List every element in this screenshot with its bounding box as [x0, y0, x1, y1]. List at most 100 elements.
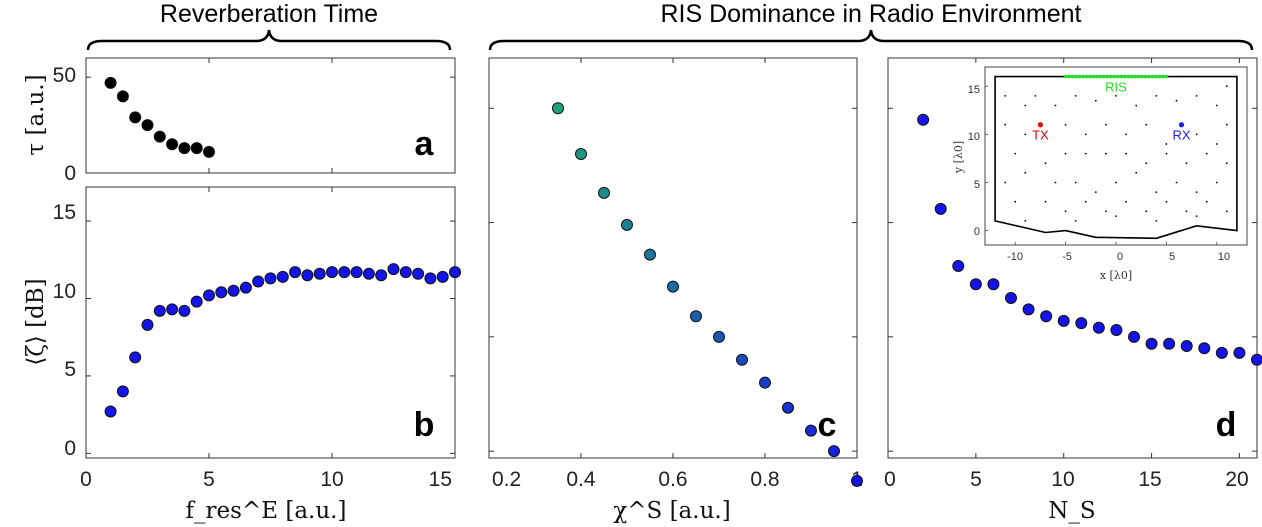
panel-d-point [1110, 324, 1123, 336]
panel-a-point [203, 145, 215, 158]
panel-c-point [552, 102, 564, 115]
panel-b-point [264, 272, 277, 285]
inset-scatterer [1024, 171, 1027, 174]
inset-ris-element [1126, 74, 1130, 79]
inset-scatterer [1064, 123, 1067, 126]
panel-c-point [713, 330, 725, 343]
inset-scatterer [1135, 171, 1138, 174]
panel-c-point [644, 248, 656, 261]
inset-scatterer [1094, 191, 1097, 194]
panel-b-ytick-15: 15 [53, 201, 76, 224]
panel-c-letter: c [818, 406, 837, 444]
panel-d-point [1215, 346, 1228, 359]
panel-d-point [1145, 337, 1158, 350]
inset-ris-element [1098, 74, 1103, 79]
inset-ris-element [1143, 74, 1148, 79]
inset-scatterer [1195, 191, 1198, 194]
inset-xtick-0: -10 [1007, 251, 1023, 263]
panel-a-point [141, 119, 154, 132]
header-left: Reverberation Time [160, 0, 378, 28]
panel-c-point [828, 445, 840, 458]
panel-c-point [805, 424, 817, 437]
panel-d-point [1075, 317, 1088, 330]
inset-rx-marker [1178, 122, 1185, 128]
inset-scatterer [1145, 162, 1148, 165]
inset-scatterer [1215, 104, 1218, 107]
panel-b-point [203, 289, 215, 302]
panel-b-xlabel: f_res^E [a.u.] [186, 498, 347, 524]
inset-ylabel: y [λ0] [952, 141, 965, 174]
inset-ris-element [1157, 74, 1162, 79]
panel-b-point [178, 304, 191, 317]
inset-scatterer [1084, 152, 1087, 155]
inset-scatterer [1145, 123, 1148, 126]
panel-b-point [362, 267, 375, 280]
panel-d-points [917, 113, 1262, 366]
inset-ris-element [1091, 74, 1096, 79]
inset-xtick-2: 0 [1117, 251, 1123, 263]
inset-scatterer [1215, 181, 1218, 184]
inset-ytick-1: 10 [968, 131, 980, 143]
inset-scatterer [1084, 133, 1087, 136]
panel-b-point [239, 281, 252, 294]
inset-rx-label: RX [1172, 128, 1190, 143]
inset-ris-element [1112, 74, 1117, 79]
panel-b-point [387, 263, 400, 276]
inset-xlabel: x [λ0] [1100, 269, 1132, 282]
inset-scatterer [1034, 95, 1037, 97]
panel-b-point [227, 284, 240, 297]
panel-a-ticks [85, 58, 456, 174]
inset-scatterer [1074, 181, 1077, 184]
panel-d-xtick-5: 5 [970, 468, 982, 491]
inset-ytick-3: 0 [974, 226, 980, 238]
panel-d-point [934, 202, 947, 215]
panel-a-point [116, 90, 129, 103]
inset-scatterer [1225, 210, 1228, 213]
inset-scatterer [1155, 95, 1158, 97]
inset-scatterer [1205, 200, 1208, 203]
inset-scatterer [1105, 210, 1107, 213]
inset-scatterer [1185, 162, 1188, 165]
inset-scatterer [1014, 152, 1017, 155]
inset-ris-element [1102, 74, 1106, 79]
inset-scatterer [1105, 123, 1107, 126]
panel-d-ticks [887, 58, 1257, 458]
panel-b-point [252, 275, 265, 288]
inset-ris-element [1115, 74, 1120, 79]
panel-a-ytick-0: 0 [64, 162, 76, 185]
inset-scatterer [1225, 162, 1228, 165]
inset-ris-element [1070, 74, 1075, 79]
panel-d-point [1233, 346, 1246, 359]
inset-scatterer [1024, 104, 1027, 107]
inset-ris-element [1150, 74, 1155, 79]
panel-d-point [1022, 303, 1035, 316]
inset-scatterer [1014, 200, 1017, 203]
panel-d-point [1163, 337, 1176, 350]
inset-scatterer [1145, 210, 1148, 213]
panel-d-point [1251, 353, 1262, 366]
panel-c-point [621, 218, 633, 231]
inset-content: RIS TX RX [985, 74, 1238, 245]
inset-scatterer [1185, 210, 1188, 213]
panel-a-points [104, 76, 215, 158]
panel-b-point [313, 267, 326, 280]
panel-b-point [301, 269, 314, 282]
inset-scatterer [1024, 133, 1027, 136]
panel-b-xtick-0: 0 [80, 468, 92, 491]
inset-scatterer [1004, 123, 1007, 126]
inset-scatterer [1195, 95, 1198, 97]
panel-a-point [104, 76, 117, 89]
inset-scatterer [1074, 220, 1077, 222]
inset-scatterer [1175, 99, 1178, 102]
inset-scatterer [1225, 85, 1228, 88]
inset-ris-element [1063, 74, 1068, 79]
panel-d-point [952, 260, 965, 272]
panel-b-point [141, 318, 154, 331]
panel-d-xtick-10: 10 [1051, 468, 1074, 491]
inset-scatterer [1115, 215, 1117, 218]
panel-d-point [987, 278, 1000, 291]
panel-b-point [412, 267, 425, 280]
panel-c-xtick-0.6: 0.6 [658, 468, 687, 491]
panel-c-xtick-0.4: 0.4 [566, 468, 596, 491]
inset-ris-element [1161, 74, 1165, 79]
